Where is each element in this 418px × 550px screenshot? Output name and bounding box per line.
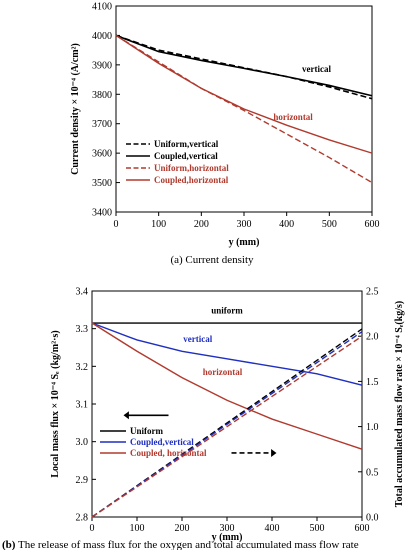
- chart-b-x-tick-label: 600: [355, 523, 370, 534]
- chart-b-left-y-tick-label: 3.3: [76, 324, 89, 335]
- chart-b-left-y-tick-label: 3.2: [76, 362, 89, 373]
- chart-b-right-y-tick-label: 0.5: [366, 467, 379, 478]
- chart-b-x-tick-label: 300: [220, 523, 235, 534]
- chart-a-x-tick-label: 100: [151, 219, 166, 230]
- chart-a-legend-label: Coupled,vertical: [154, 151, 218, 161]
- chart-b-annotation: horizontal: [203, 367, 243, 377]
- chart-a-annotation: horizontal: [273, 112, 313, 122]
- chart-a-legend-label: Uniform,horizontal: [154, 163, 229, 173]
- chart-a-y-tick-label: 3800: [92, 90, 112, 101]
- chart-b-left-y-tick-label: 3.1: [76, 400, 89, 411]
- chart-a-y-tick-label: 3400: [92, 208, 112, 219]
- right-axis-arrow-head: [271, 448, 277, 457]
- chart-b-x-tick-label: 100: [130, 523, 145, 534]
- chart-a-y-tick-label: 3600: [92, 149, 112, 160]
- chart-b: 0 100 200 300 400 500 600 2.8 2.9 3.0 3.1 3.2 3.3 3.4…: [2, 287, 405, 550]
- chart-a-y-tick-label: 3500: [92, 178, 112, 189]
- chart-b-x-tick-label: 200: [175, 523, 190, 534]
- chart-b-annotation: vertical: [183, 334, 212, 344]
- chart-a-x-tick-label: 500: [322, 219, 337, 230]
- chart-a-legend-label: Uniform,vertical: [154, 139, 219, 149]
- chart-a-legend: Uniform,vertical Coupled,vertical Uniform,…: [126, 139, 229, 185]
- chart-b-plot-frame: [91, 290, 363, 518]
- chart-a-y-tick-label: 4100: [92, 2, 112, 13]
- left-axis-arrow-head: [123, 411, 129, 420]
- chart-b-x-axis-label: y (mm): [212, 532, 243, 543]
- chart-b-right-y-tick-label: 1.0: [366, 422, 379, 433]
- chart-a-series-line-4: [115, 34, 373, 154]
- chart-a-legend-label: Coupled,horizontal: [154, 175, 229, 185]
- chart-b-annotation: uniform: [211, 306, 243, 316]
- chart-b-left-y-axis-label: Local mass flux × 10⁻⁴ Sₑ (kg/m²·s): [50, 330, 61, 477]
- chart-b-right-y-axis-label: Total accumulated mass flow rate × 10⁻⁴ …: [394, 301, 405, 507]
- chart-a-x-tick-label: 200: [194, 219, 209, 230]
- chart-b-legend-label: Uniform: [130, 426, 163, 436]
- chart-b-left-y-tick-label: 3.0: [76, 437, 89, 448]
- chart-b-series-line-2: [91, 322, 363, 386]
- chart-b-x-tick-label: 500: [310, 523, 325, 534]
- chart-a-annotation: vertical: [302, 64, 331, 74]
- chart-b-series-line-3: [91, 322, 363, 450]
- chart-a-series-line-1: [115, 34, 373, 100]
- chart-b-series-line-6: [91, 335, 363, 518]
- chart-a-x-tick-label: 0: [114, 219, 119, 230]
- chart-a-x-tick-label: 300: [237, 219, 252, 230]
- chart-a-x-tick-label: 400: [279, 219, 294, 230]
- chart-b-left-y-tick-label: 2.8: [76, 513, 89, 524]
- chart-a-caption: (a) Current density: [170, 254, 254, 266]
- chart-b-caption: (b) The release of mass flux for the oxy…: [2, 539, 359, 550]
- chart-b-left-y-tick-label: 3.4: [76, 287, 89, 298]
- chart-b-right-y-tick-label: 0.0: [366, 513, 379, 524]
- chart-b-legend-label: Coupled,vertical: [130, 437, 194, 447]
- chart-a: 0 100 200 300 400 500 600 3400 3500 3600 3700 3800 3…: [70, 2, 380, 267]
- chart-b-x-tick-label: 400: [265, 523, 280, 534]
- chart-a-y-tick-label: 4000: [92, 31, 112, 42]
- chart-a-y-axis-label: Current density × 10⁻⁴ (A/cm²): [70, 43, 81, 175]
- chart-b-x-tick-label: 0: [90, 523, 95, 534]
- chart-a-series-line-3: [115, 34, 373, 184]
- chart-b-left-y-tick-label: 2.9: [76, 475, 89, 486]
- chart-b-right-y-tick-label: 1.5: [366, 377, 379, 388]
- chart-a-y-tick-label: 3900: [92, 60, 112, 71]
- chart-a-series-line-2: [115, 34, 373, 97]
- chart-b-legend-label: Coupled, horizontal: [130, 448, 207, 458]
- chart-b-right-y-tick-label: 2.5: [366, 287, 379, 298]
- chart-a-y-tick-label: 3700: [92, 119, 112, 130]
- chart-b-right-y-tick-label: 2.0: [366, 332, 379, 343]
- chart-a-x-axis-label: y (mm): [229, 237, 260, 248]
- chart-a-x-tick-label: 600: [365, 219, 380, 230]
